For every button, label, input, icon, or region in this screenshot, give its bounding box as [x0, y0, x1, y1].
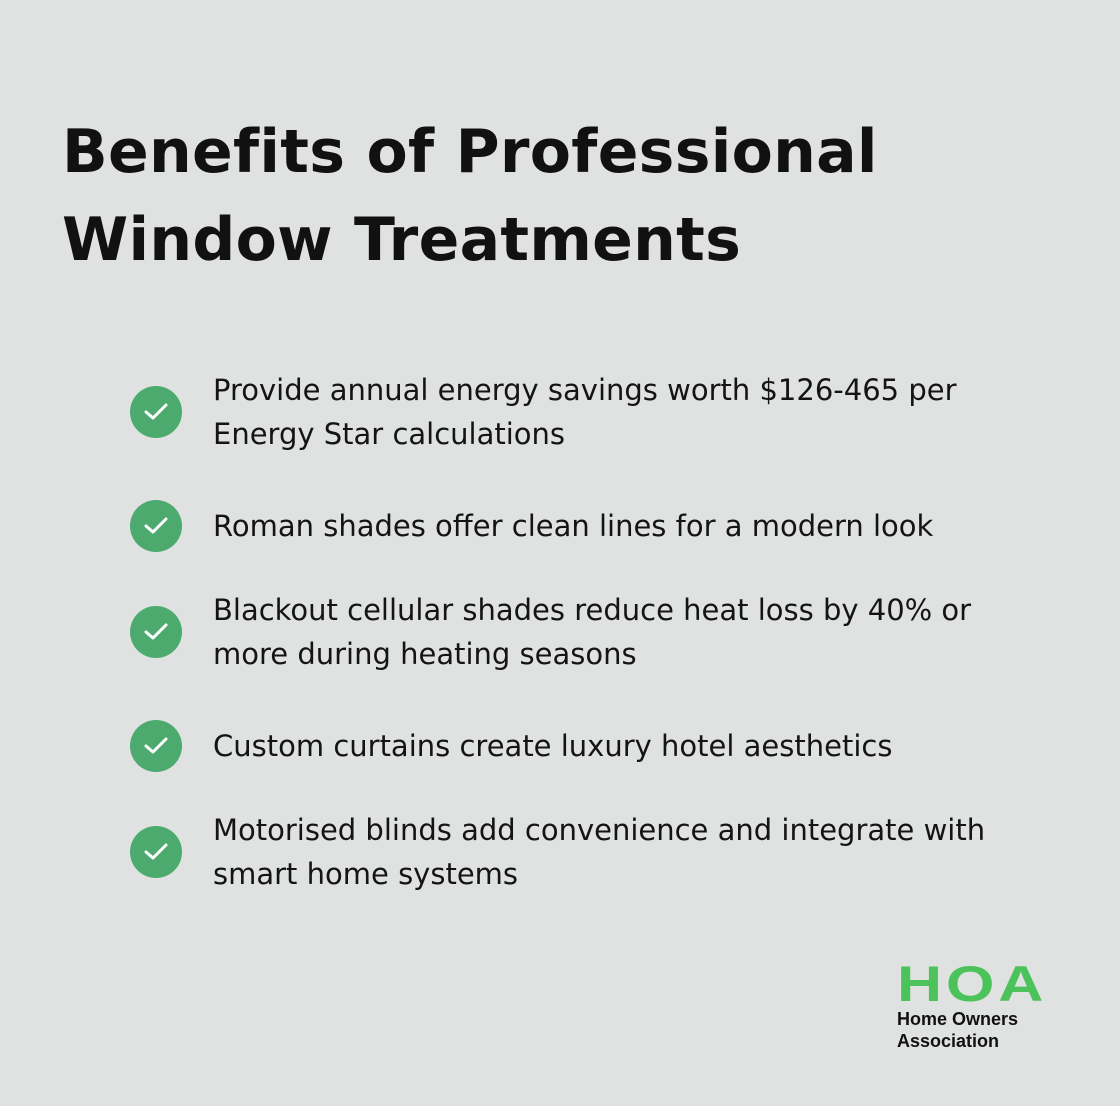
logo-mark: HOA	[897, 956, 1048, 1012]
title-line-1: Benefits of Professional	[62, 117, 878, 187]
check-icon	[130, 720, 182, 772]
check-icon	[130, 606, 182, 658]
title-line-2: Window Treatments	[62, 205, 742, 275]
item-text: Roman shades offer clean lines for a mod…	[213, 509, 934, 543]
check-icon	[130, 386, 182, 438]
check-icon	[130, 826, 182, 878]
item-text: Blackout cellular shades reduce heat los…	[213, 593, 972, 671]
check-icon	[130, 500, 182, 552]
list-item: Provide annual energy savings worth $126…	[130, 368, 1050, 456]
list-item: Blackout cellular shades reduce heat los…	[130, 588, 1050, 676]
item-text: Motorised blinds add convenience and int…	[213, 813, 986, 891]
list-item: Custom curtains create luxury hotel aest…	[130, 720, 1050, 772]
logo-line-1: Home Owners	[897, 1009, 1019, 1029]
item-text: Custom curtains create luxury hotel aest…	[213, 729, 893, 763]
list-item: Motorised blinds add convenience and int…	[130, 808, 1050, 896]
page-title: Benefits of Professional Window Treatmen…	[62, 108, 878, 284]
hoa-logo: HOA Home Owners Association	[897, 959, 1043, 1052]
list-item: Roman shades offer clean lines for a mod…	[130, 500, 1050, 552]
item-text: Provide annual energy savings worth $126…	[213, 373, 957, 451]
logo-line-2: Association	[897, 1031, 1000, 1051]
